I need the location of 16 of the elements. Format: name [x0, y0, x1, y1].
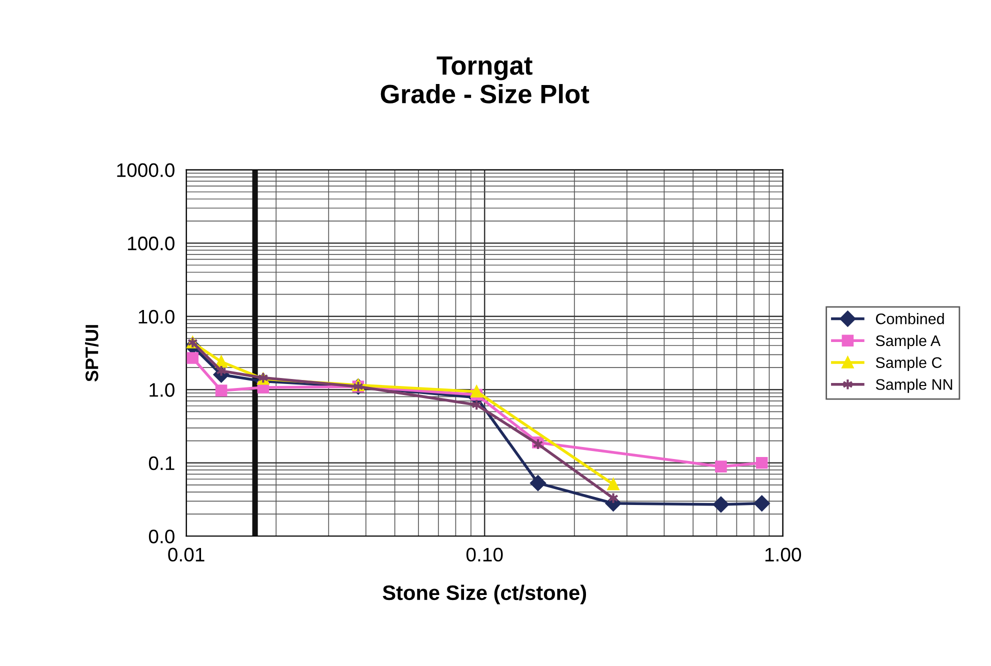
legend-label: Combined: [876, 313, 944, 324]
y-tick-label: 0.1: [148, 456, 174, 470]
x-tick-label: 1.00: [765, 548, 802, 562]
y-tick-label: 1.0: [150, 383, 174, 397]
legend-label: Sample NN: [876, 378, 952, 393]
y-axis-title: SPT/UI: [85, 325, 98, 382]
chart-title: Torngat Grade - Size Plot: [380, 56, 590, 104]
y-tick-label: 0.0: [148, 530, 174, 544]
y-tick-label: 10.0: [138, 310, 174, 324]
legend-label: Sample C: [876, 356, 942, 372]
x-tick-label: 0.10: [466, 548, 503, 562]
x-axis-title: Stone Size (ct/stone): [382, 584, 586, 604]
y-tick-label: 1000.0: [117, 163, 174, 178]
x-tick-label: 0.01: [168, 548, 204, 562]
y-tick-label: 100.0: [128, 236, 174, 250]
legend-label: Sample A: [876, 334, 941, 350]
